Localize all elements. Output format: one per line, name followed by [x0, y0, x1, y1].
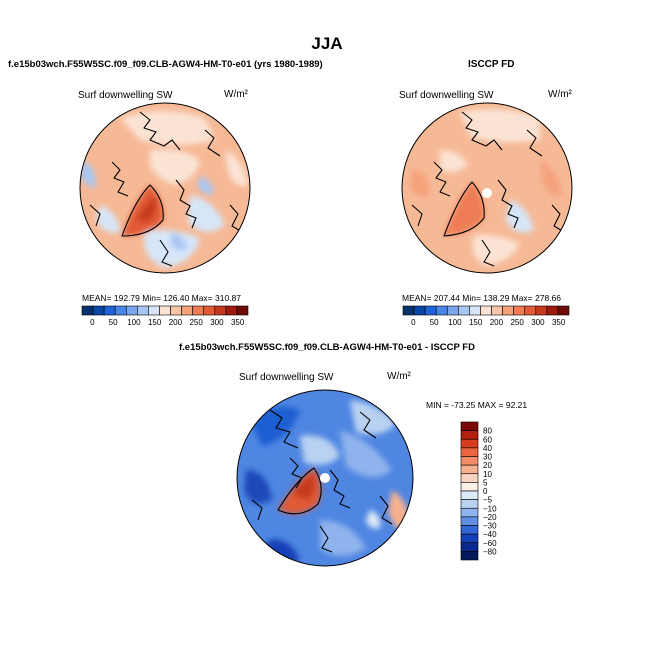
colorbar-tick-label: 150 — [469, 318, 483, 327]
colorbar-swatch — [546, 305, 559, 316]
colorbar-swatch — [460, 516, 479, 526]
diff-stats: MIN = -73.25 MAX = 92.21 — [426, 400, 528, 410]
colorbar-swatch — [460, 499, 479, 509]
colorbar-swatch — [460, 507, 479, 518]
colorbar-swatch — [137, 305, 149, 316]
colorbar-swatch — [159, 305, 171, 316]
diff-panel-header: f.e15b03wch.F55W5SC.f09_f09.CLB-AGW4-HM-… — [179, 342, 475, 353]
colorbar-swatch — [424, 305, 437, 316]
obs-colorbar: 0 50 100 150 200 250 300 350 — [402, 305, 570, 327]
obs-panel-header: ISCCP FD — [468, 59, 515, 70]
obs-stats: MEAN= 207.44 Min= 138.29 Max= 278.66 — [402, 293, 562, 303]
colorbar-swatch — [460, 438, 479, 449]
colorbar-tick-label: 30 — [483, 453, 492, 462]
colorbar-tick-label: 100 — [448, 318, 462, 327]
colorbar-tick-label: 250 — [189, 318, 203, 327]
colorbar-swatch — [513, 305, 526, 316]
model-polar-map — [79, 102, 251, 274]
colorbar-swatch — [203, 305, 216, 316]
colorbar-tick-label: 0 — [90, 318, 95, 327]
colorbar-swatch — [460, 551, 479, 561]
colorbar-tick-label: 350 — [552, 318, 566, 327]
colorbar-swatch — [524, 305, 537, 316]
diff-units-label: W/m² — [387, 371, 411, 382]
colorbar-tick-label: −60 — [483, 539, 497, 548]
colorbar-swatch — [460, 473, 479, 483]
colorbar-tick-label: 50 — [430, 318, 439, 327]
colorbar-tick-label: 0 — [411, 318, 416, 327]
model-variable-label: Surf downwelling SW — [78, 90, 173, 101]
colorbar-swatch — [148, 305, 160, 316]
colorbar-tick-label: −80 — [483, 547, 497, 556]
colorbar-swatch — [480, 305, 492, 316]
colorbar-swatch — [535, 305, 548, 316]
colorbar-tick-label: 200 — [490, 318, 504, 327]
colorbar-swatch — [402, 305, 415, 316]
colorbar-tick-label: −10 — [483, 504, 497, 513]
diff-variable-label: Surf downwelling SW — [239, 372, 334, 383]
colorbar-tick-label: 100 — [127, 318, 141, 327]
colorbar-swatch — [435, 305, 448, 316]
colorbar-swatch — [81, 305, 94, 316]
model-stats: MEAN= 192.79 Min= 126.40 Max= 310.87 — [82, 293, 242, 303]
colorbar-swatch — [170, 305, 182, 316]
colorbar-swatch — [225, 305, 238, 316]
colorbar-swatch — [460, 456, 479, 466]
colorbar-swatch — [460, 430, 479, 440]
colorbar-swatch — [502, 305, 514, 316]
colorbar-swatch — [469, 305, 481, 316]
colorbar-tick-label: 50 — [109, 318, 118, 327]
colorbar-swatch — [413, 305, 426, 316]
colorbar-tick-label: 200 — [169, 318, 183, 327]
colorbar-swatch — [114, 305, 127, 316]
colorbar-tick-label: 80 — [483, 427, 492, 436]
colorbar-swatch — [460, 447, 479, 457]
colorbar-swatch — [458, 305, 470, 316]
obs-polar-map — [401, 102, 573, 274]
model-colorbar: 0 50 100 150 200 250 300 350 — [81, 305, 249, 327]
colorbar-swatch — [103, 305, 116, 316]
model-units-label: W/m² — [224, 89, 248, 100]
colorbar-tick-label: −40 — [483, 530, 497, 539]
obs-units-label: W/m² — [548, 89, 572, 100]
colorbar-tick-label: 300 — [210, 318, 224, 327]
colorbar-tick-label: 350 — [231, 318, 245, 327]
colorbar-swatch — [460, 421, 479, 431]
colorbar-tick-label: −5 — [483, 496, 493, 505]
colorbar-tick-label: 60 — [483, 435, 492, 444]
colorbar-tick-label: −30 — [483, 522, 497, 531]
colorbar-swatch — [460, 482, 479, 492]
colorbar-swatch — [557, 305, 570, 316]
colorbar-swatch — [460, 490, 479, 500]
colorbar-tick-label: 250 — [510, 318, 524, 327]
colorbar-swatch — [92, 305, 105, 316]
colorbar-swatch — [236, 305, 249, 316]
colorbar-swatch — [491, 305, 503, 316]
colorbar-swatch — [125, 305, 138, 316]
colorbar-tick-label: 0 — [483, 487, 488, 496]
colorbar-tick-label: 150 — [148, 318, 162, 327]
colorbar-swatch — [181, 305, 193, 316]
colorbar-swatch — [460, 525, 479, 535]
colorbar-tick-label: 10 — [483, 470, 492, 479]
colorbar-tick-label: 20 — [483, 461, 492, 470]
diff-polar-map — [236, 389, 414, 567]
page-title: JJA — [311, 34, 343, 53]
colorbar-tick-label: 40 — [483, 444, 492, 453]
colorbar-swatch — [460, 533, 479, 544]
colorbar-tick-label: −20 — [483, 513, 497, 522]
colorbar-swatch — [214, 305, 227, 316]
colorbar-tick-label: 300 — [531, 318, 545, 327]
colorbar-swatch — [192, 305, 205, 316]
colorbar-swatch — [460, 542, 479, 552]
colorbar-swatch — [446, 305, 459, 316]
colorbar-swatch — [460, 464, 479, 475]
colorbar-tick-label: 5 — [483, 478, 488, 487]
obs-variable-label: Surf downwelling SW — [399, 90, 494, 101]
model-panel-header: f.e15b03wch.F55W5SC.f09_f09.CLB-AGW4-HM-… — [8, 59, 323, 70]
